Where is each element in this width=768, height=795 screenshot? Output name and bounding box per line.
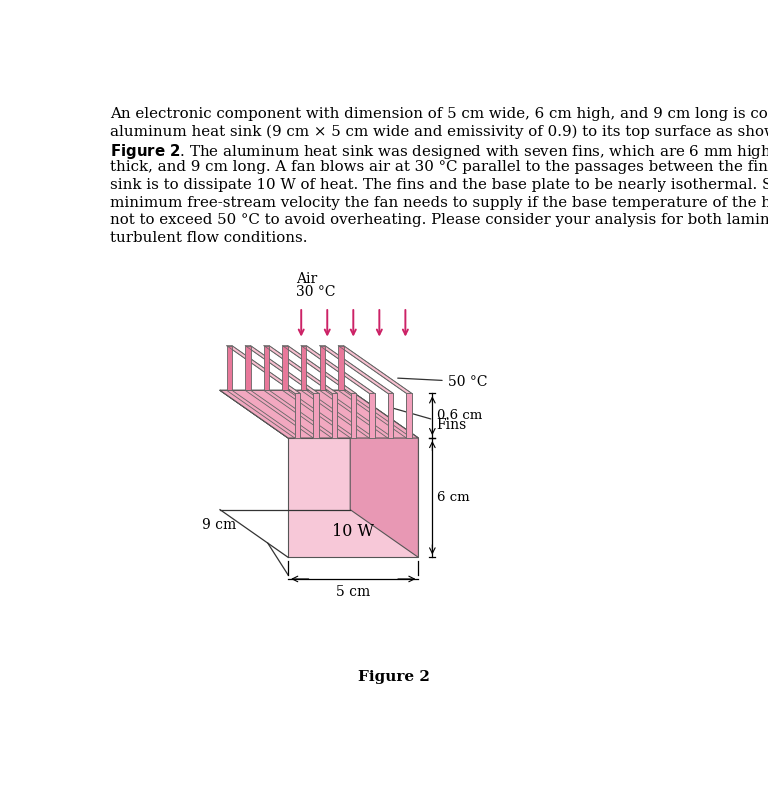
Polygon shape bbox=[295, 394, 300, 438]
Polygon shape bbox=[350, 394, 356, 438]
Polygon shape bbox=[319, 346, 325, 390]
Polygon shape bbox=[245, 346, 319, 394]
Polygon shape bbox=[350, 390, 419, 557]
Text: not to exceed 50 °C to avoid overheating. Please consider your analysis for both: not to exceed 50 °C to avoid overheating… bbox=[110, 213, 768, 227]
Text: 10 W: 10 W bbox=[333, 522, 374, 540]
Polygon shape bbox=[388, 394, 393, 438]
Text: thick, and 9 cm long. A fan blows air at 30 °C parallel to the passages between : thick, and 9 cm long. A fan blows air at… bbox=[110, 160, 768, 174]
Text: Air: Air bbox=[296, 272, 317, 285]
Polygon shape bbox=[263, 346, 337, 394]
Polygon shape bbox=[388, 394, 393, 438]
Polygon shape bbox=[220, 390, 419, 438]
Polygon shape bbox=[369, 394, 375, 438]
Polygon shape bbox=[227, 346, 300, 394]
Polygon shape bbox=[313, 394, 319, 438]
Polygon shape bbox=[283, 346, 288, 390]
Polygon shape bbox=[332, 394, 337, 438]
Polygon shape bbox=[338, 346, 412, 394]
Text: 9 cm: 9 cm bbox=[203, 518, 237, 532]
Text: 6 cm: 6 cm bbox=[437, 491, 469, 504]
Text: Fins: Fins bbox=[392, 408, 466, 432]
Text: turbulent flow conditions.: turbulent flow conditions. bbox=[110, 231, 307, 245]
Polygon shape bbox=[369, 394, 375, 438]
Polygon shape bbox=[220, 390, 419, 438]
Text: 0.6 cm: 0.6 cm bbox=[437, 409, 482, 422]
Polygon shape bbox=[288, 438, 419, 557]
Text: An electronic component with dimension of 5 cm wide, 6 cm high, and 9 cm long is: An electronic component with dimension o… bbox=[110, 107, 768, 121]
Polygon shape bbox=[319, 346, 393, 394]
Text: 5 cm: 5 cm bbox=[336, 585, 370, 599]
Polygon shape bbox=[263, 346, 270, 390]
Text: sink is to dissipate 10 W of heat. The fins and the base plate to be nearly isot: sink is to dissipate 10 W of heat. The f… bbox=[110, 178, 768, 192]
Polygon shape bbox=[350, 394, 356, 438]
Text: minimum free-stream velocity the fan needs to supply if the base temperature of : minimum free-stream velocity the fan nee… bbox=[110, 196, 768, 210]
Polygon shape bbox=[295, 394, 300, 438]
Polygon shape bbox=[406, 394, 412, 438]
Polygon shape bbox=[227, 346, 232, 390]
Text: aluminum heat sink (9 cm × 5 cm wide and emissivity of 0.9) to its top surface a: aluminum heat sink (9 cm × 5 cm wide and… bbox=[110, 125, 768, 139]
Text: Figure 2: Figure 2 bbox=[358, 670, 429, 684]
Polygon shape bbox=[283, 346, 356, 394]
Polygon shape bbox=[338, 346, 343, 390]
Text: 30 °C: 30 °C bbox=[296, 285, 336, 300]
Polygon shape bbox=[406, 394, 412, 438]
Text: 50 °C: 50 °C bbox=[398, 374, 487, 389]
Polygon shape bbox=[301, 346, 306, 390]
Polygon shape bbox=[245, 346, 250, 390]
Polygon shape bbox=[313, 394, 319, 438]
Text: $\mathbf{Figure\ 2}$. The aluminum heat sink was designed with seven fins, which: $\mathbf{Figure\ 2}$. The aluminum heat … bbox=[110, 142, 768, 161]
Polygon shape bbox=[301, 346, 375, 394]
Polygon shape bbox=[332, 394, 337, 438]
